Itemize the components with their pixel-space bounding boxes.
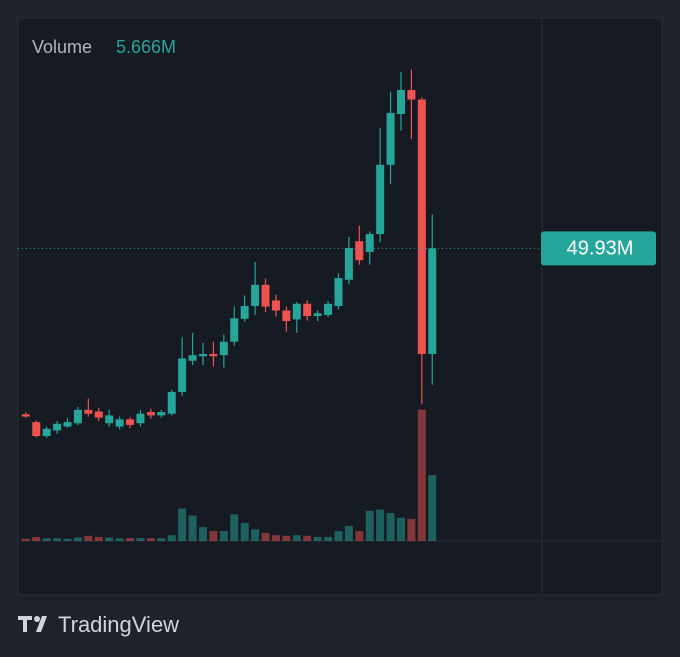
volume-bar <box>396 517 405 541</box>
volume-bar <box>188 515 197 541</box>
volume-bar <box>282 535 291 541</box>
volume-bar <box>334 531 343 541</box>
volume-bar <box>178 508 187 541</box>
candle-body <box>219 341 228 356</box>
candle-body <box>251 284 260 307</box>
candle-body <box>42 428 51 437</box>
candle-body <box>157 412 166 416</box>
candle-body <box>417 99 426 355</box>
volume-bar <box>365 510 374 541</box>
brand-name: TradingView <box>58 612 179 637</box>
volume-bar <box>303 535 312 541</box>
volume-bar <box>73 537 82 541</box>
candle-body <box>115 419 124 427</box>
candle-body <box>21 414 30 417</box>
volume-bar <box>146 538 155 541</box>
volume-bar <box>355 531 364 541</box>
volume-bar <box>84 535 93 541</box>
volume-bar <box>198 527 207 541</box>
volume-bar <box>376 509 385 541</box>
candle-body <box>334 278 343 307</box>
volume-bar <box>167 535 176 541</box>
candle-body <box>261 284 270 307</box>
candle-body <box>365 234 374 252</box>
candle-body <box>84 409 93 414</box>
candle-body <box>240 306 249 319</box>
candle-body <box>53 423 62 431</box>
last-price-label: 49.93M <box>567 238 634 260</box>
brand-logo <box>18 616 47 632</box>
volume-bar <box>251 529 260 541</box>
chart-frame <box>17 17 663 596</box>
candle-body <box>396 90 405 115</box>
volume-bar <box>313 536 322 541</box>
volume-bar <box>271 535 280 541</box>
volume-bar <box>115 538 124 541</box>
candle-body <box>105 415 114 424</box>
candle-body <box>188 355 197 361</box>
candle-body <box>32 422 41 437</box>
candle-body <box>428 248 437 355</box>
volume-bar <box>261 532 270 541</box>
volume-bar <box>42 538 51 541</box>
candle-body <box>198 354 207 357</box>
candle-body <box>146 412 155 416</box>
candle-body <box>94 411 103 418</box>
candle-body <box>407 90 416 100</box>
volume-bar <box>240 522 249 541</box>
volume-bar <box>219 531 228 541</box>
legend-value: 5.666M <box>116 37 176 57</box>
volume-bar <box>126 538 135 541</box>
volume-bar <box>53 538 62 541</box>
volume-bar <box>136 538 145 541</box>
volume-bar <box>324 536 333 541</box>
marks <box>18 69 542 541</box>
candle-body <box>292 303 301 320</box>
volume-bar <box>94 536 103 541</box>
candle-body <box>324 303 333 315</box>
candle-body <box>178 358 187 392</box>
volume-bar <box>292 535 301 541</box>
volume-bar <box>230 514 239 541</box>
candle-body <box>167 391 176 414</box>
last-price-box <box>541 231 656 266</box>
labels: 49.93M <box>541 231 656 266</box>
candle-body <box>271 300 280 311</box>
candle-body <box>136 413 145 424</box>
candle-body <box>126 419 135 425</box>
volume-bar <box>105 537 114 541</box>
candle-body <box>303 303 312 317</box>
candle-body <box>230 318 239 342</box>
volume-bar <box>157 538 166 541</box>
volume-bar <box>344 525 353 541</box>
candle-body <box>344 247 353 280</box>
candle-body <box>282 310 291 322</box>
volume-bar <box>386 513 395 541</box>
candle-body <box>355 241 364 261</box>
candle-body <box>313 313 322 317</box>
volume-bar <box>417 409 426 541</box>
candle-body <box>376 164 385 235</box>
legend-label: Volume <box>32 37 92 57</box>
volume-bar <box>21 538 30 541</box>
volume-bar <box>407 518 416 541</box>
candle-body <box>73 409 82 424</box>
candle-body <box>386 112 395 165</box>
volume-bar <box>209 531 218 541</box>
volume-bar <box>63 538 72 541</box>
volume-bar <box>32 536 41 541</box>
candle-body <box>63 422 72 427</box>
volume-bar <box>428 475 437 541</box>
candle-body <box>209 354 218 357</box>
